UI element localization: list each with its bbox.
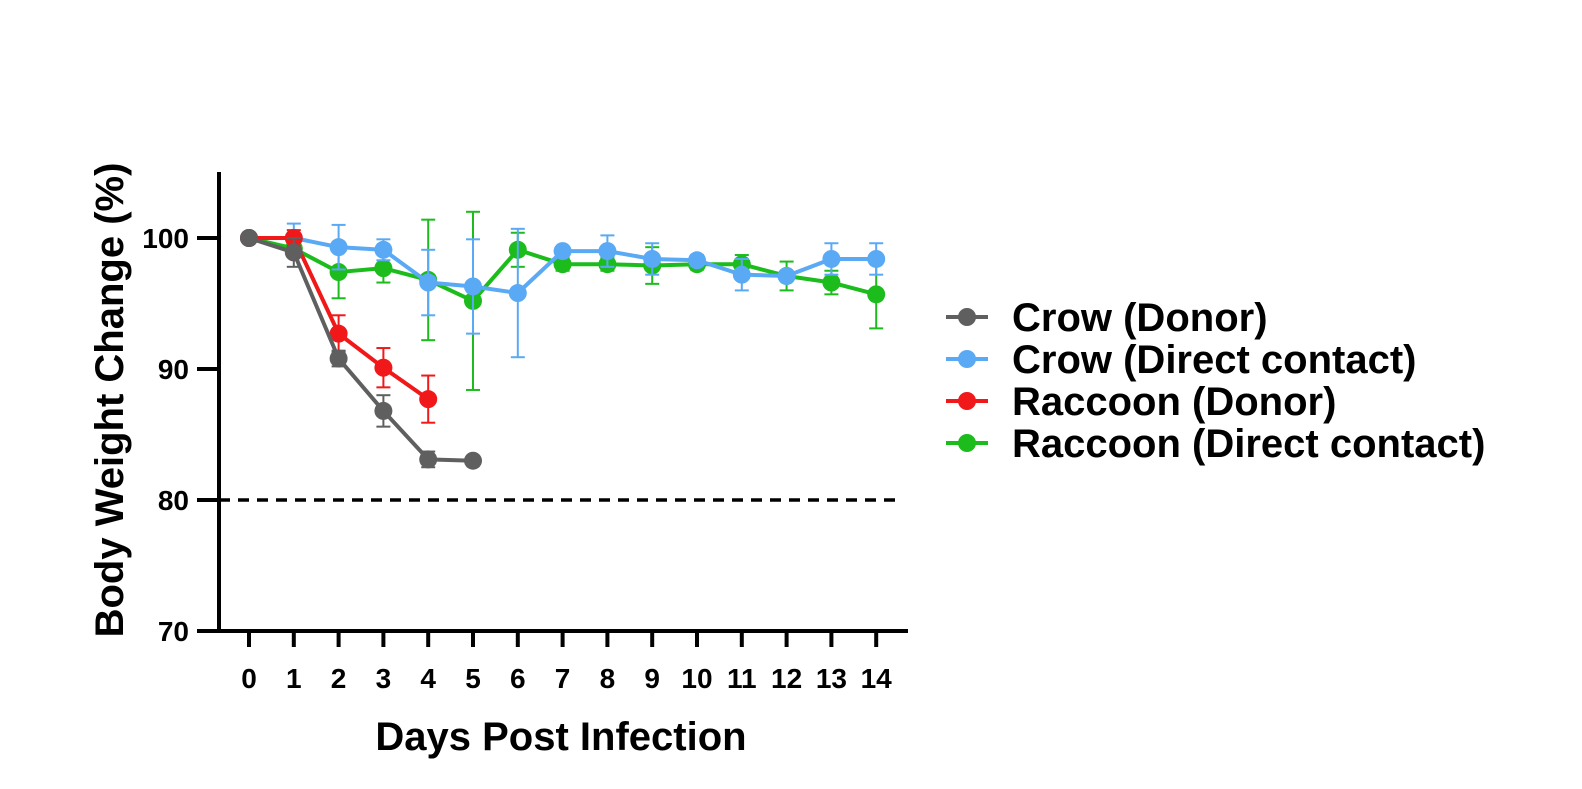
y-axis-title: Body Weight Change (%) [88,163,132,638]
x-tick-label: 5 [465,663,481,694]
series-crow-donor [240,229,482,470]
data-point [464,451,482,470]
data-point [284,243,303,262]
legend-swatch-marker [958,434,976,452]
legend-item-crow-donor: Crow (Donor) [946,296,1268,340]
y-tick-label: 90 [158,354,189,385]
y-tick-label: 80 [158,485,189,516]
legend-item-raccoon-donor: Raccoon (Donor) [946,380,1336,424]
data-point [374,358,393,377]
x-tick-label: 9 [644,663,660,694]
y-tick-label: 100 [142,223,189,254]
data-point [329,238,348,257]
x-tick-label: 8 [600,663,616,694]
plot-area [219,210,900,502]
data-point [777,266,796,285]
legend-swatch-marker [958,350,976,368]
data-point [419,390,438,409]
data-point [867,249,886,268]
x-tick-label: 6 [510,663,526,694]
data-point [374,401,393,420]
legend-label: Raccoon (Donor) [1012,380,1336,424]
x-tick-label: 10 [681,663,712,694]
legend: Crow (Donor)Crow (Direct contact)Raccoon… [946,296,1485,466]
legend-swatch-marker [958,392,976,410]
series-raccoon-donor [240,229,438,424]
data-point [643,249,662,268]
data-point [867,285,886,304]
y-axis-ticks: 70 80 90 100 [142,223,219,647]
legend-label: Raccoon (Direct contact) [1012,422,1485,466]
x-tick-label: 0 [241,663,257,694]
data-point [822,249,841,268]
data-point [329,263,348,282]
data-point [688,251,706,270]
x-tick-label: 1 [286,663,302,694]
data-point [508,284,527,303]
data-point [329,349,348,368]
data-point [464,277,482,296]
data-point [598,242,617,261]
data-point [822,273,841,292]
legend-item-crow-direct-contact: Crow (Direct contact) [946,338,1417,382]
data-point [419,273,438,292]
data-point [553,255,572,274]
data-point [732,265,751,284]
legend-swatch-marker [958,308,976,326]
legend-label: Crow (Donor) [1012,296,1268,340]
x-tick-label: 2 [331,663,347,694]
x-axis-title: Days Post Infection [375,715,746,759]
x-tick-label: 14 [861,663,893,694]
x-tick-label: 3 [376,663,392,694]
series-crow-direct-contact [240,222,886,359]
y-tick-label: 70 [158,616,189,647]
x-tick-label: 12 [771,663,802,694]
data-point [553,242,572,261]
x-tick-label: 13 [816,663,847,694]
x-tick-label: 7 [555,663,571,694]
data-point [374,240,393,259]
x-tick-label: 11 [727,663,757,694]
legend-item-raccoon-direct-contact: Raccoon (Direct contact) [946,422,1485,466]
data-point [419,450,438,469]
data-point [240,229,258,247]
data-point [374,259,393,278]
x-axis-ticks: 0 1 2 3 4 5 6 7 8 9 10 11 12 13 14 [241,631,892,694]
data-point [329,324,348,343]
legend-label: Crow (Direct contact) [1012,338,1417,382]
x-tick-label: 4 [420,663,436,694]
